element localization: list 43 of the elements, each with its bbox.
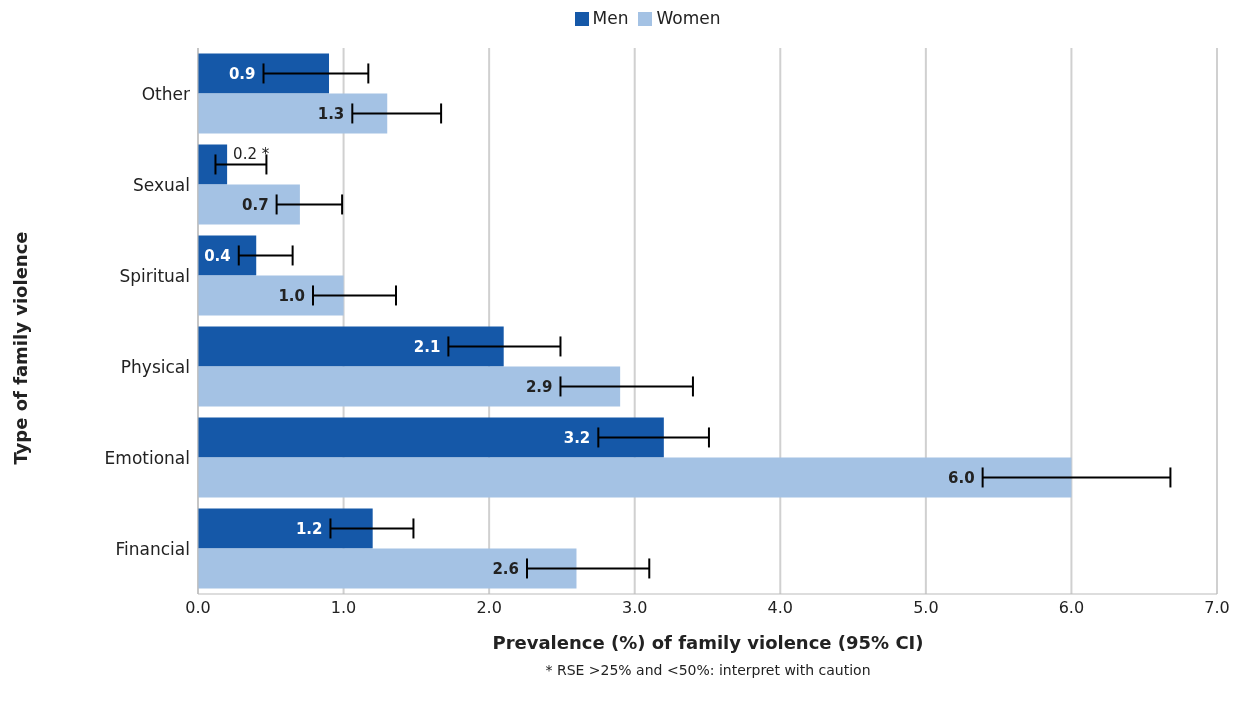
y-tick-label: Other — [141, 83, 190, 104]
bar — [198, 417, 664, 458]
data-label: 0.9 — [228, 64, 256, 83]
y-axis-title: Type of family violence — [9, 231, 31, 465]
legend-label: Men — [592, 8, 629, 28]
data-label: 0.2 * — [233, 144, 270, 163]
x-tick-label: 1.0 — [330, 598, 357, 618]
x-tick-label: 0.0 — [185, 598, 211, 618]
x-axis-title: Prevalence (%) of family violence (95% CI) — [491, 632, 925, 653]
data-label: 1.0 — [278, 286, 305, 305]
data-label: 2.9 — [525, 377, 553, 396]
bar — [198, 366, 621, 407]
bar — [198, 144, 228, 185]
x-tick-label: 7.0 — [1204, 598, 1230, 618]
legend-label: Women — [656, 8, 721, 28]
y-tick-label: Physical — [120, 356, 190, 377]
bar — [198, 275, 344, 316]
bar — [198, 53, 330, 94]
x-tick-label: 5.0 — [913, 598, 939, 618]
x-tick-label: 2.0 — [476, 598, 502, 618]
data-label: 0.7 — [242, 195, 269, 214]
bar — [198, 548, 577, 589]
data-label: 1.2 — [295, 519, 323, 538]
bar — [198, 184, 300, 225]
bar — [198, 326, 504, 367]
x-tick-label: 3.0 — [621, 598, 648, 618]
text: * RSE >25% and <50%: interpret with caution — [544, 662, 872, 678]
x-tick-label: 4.0 — [767, 598, 794, 618]
bar — [198, 235, 257, 276]
data-label: 0.4 — [204, 246, 231, 265]
data-label: 6.0 — [948, 468, 975, 487]
data-label: 2.6 — [492, 559, 519, 578]
x-tick-label: 6.0 — [1058, 598, 1085, 618]
y-tick-label: Financial — [115, 538, 190, 559]
y-tick-label: Emotional — [104, 447, 190, 468]
data-label: 3.2 — [563, 428, 591, 447]
bar — [198, 457, 1072, 498]
bar — [198, 508, 373, 549]
y-tick-label: Sexual — [133, 174, 190, 195]
data-label: 1.3 — [317, 104, 345, 123]
bar — [198, 93, 388, 134]
y-tick-label: Spiritual — [119, 265, 190, 286]
data-label: 2.1 — [413, 337, 441, 356]
